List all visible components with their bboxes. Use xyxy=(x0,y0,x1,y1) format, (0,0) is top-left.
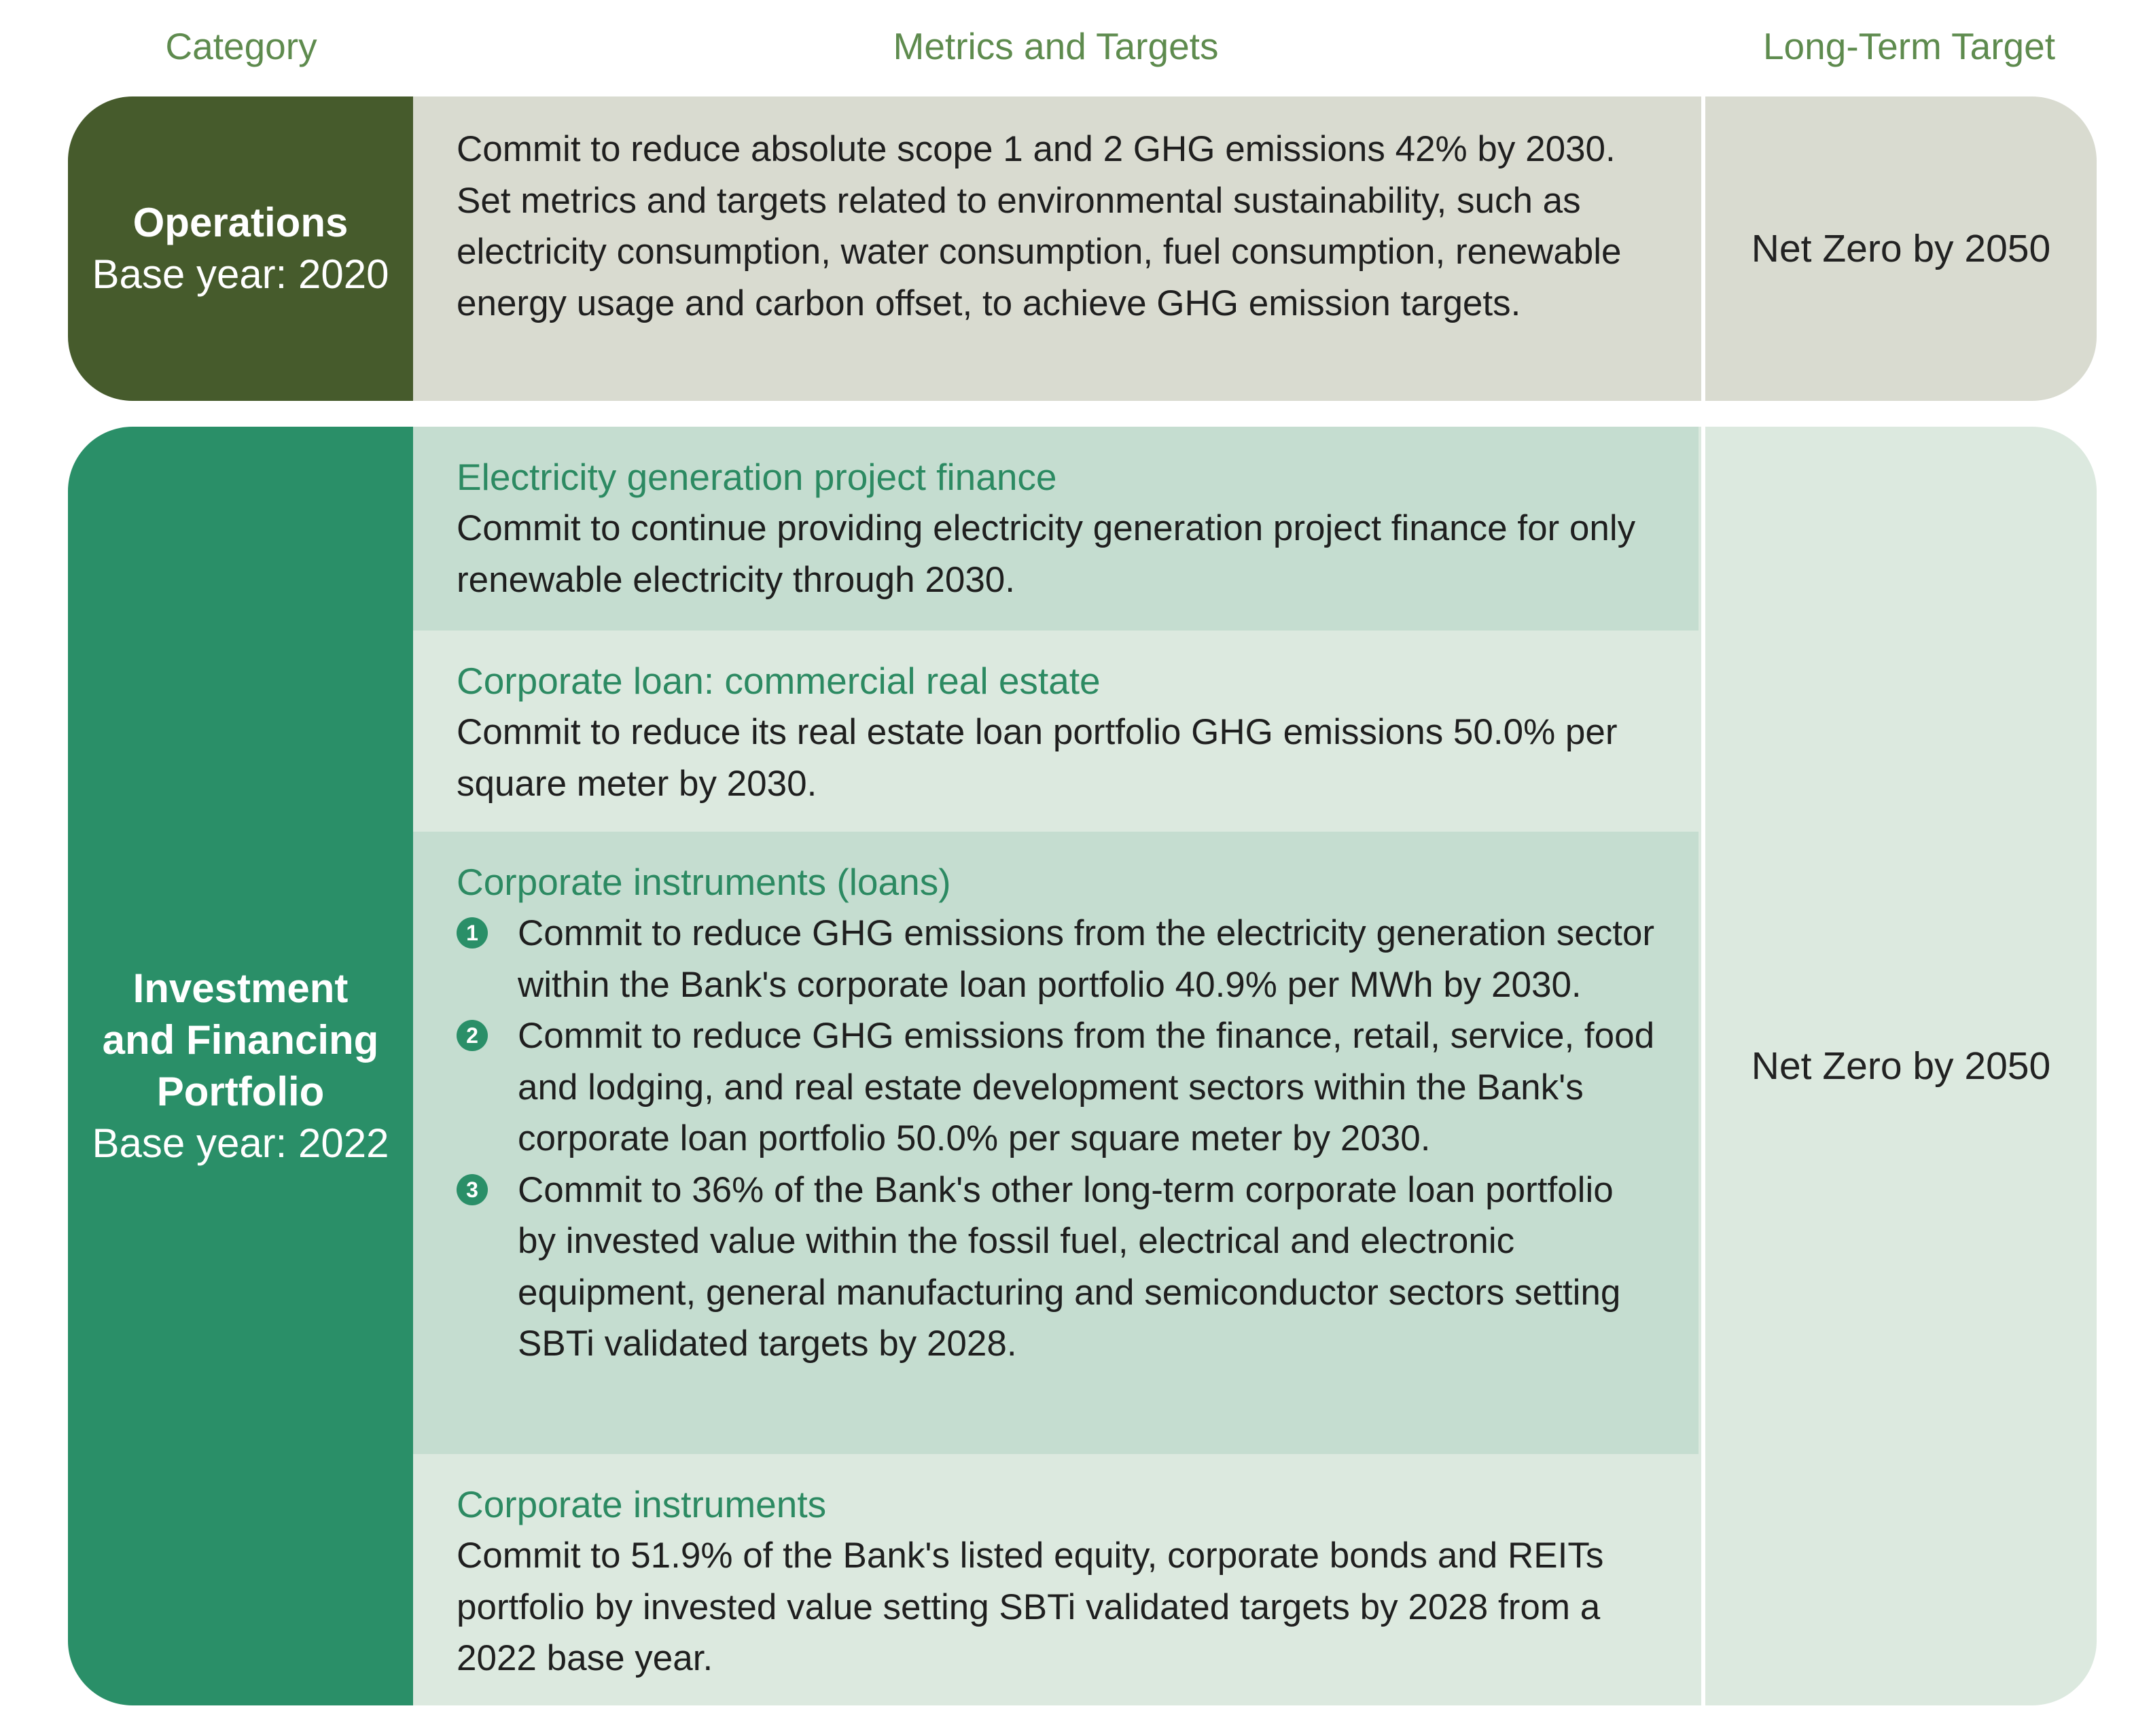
list-item-text: Commit to reduce GHG emissions from the … xyxy=(518,1016,1655,1158)
list-item: 1 Commit to reduce GHG emissions from th… xyxy=(457,908,1656,1010)
investment-name-line3: Portfolio xyxy=(156,1069,325,1114)
number-badge-icon: 2 xyxy=(457,1020,488,1051)
section-text: Commit to reduce its real estate loan po… xyxy=(457,712,1618,804)
loan-targets-list: 1 Commit to reduce GHG emissions from th… xyxy=(457,908,1656,1370)
list-item: 3 Commit to 36% of the Bank's other long… xyxy=(457,1165,1656,1370)
list-item-text: Commit to 36% of the Bank's other long-t… xyxy=(518,1169,1621,1364)
investment-category: Investment and Financing Portfolio Base … xyxy=(68,427,413,1705)
header-long-term: Long-Term Target xyxy=(1762,25,2056,67)
operations-row: Operations Base year: 2020 Commit to red… xyxy=(68,96,2097,401)
operations-text: Commit to reduce absolute scope 1 and 2 … xyxy=(457,129,1622,323)
section-corporate-instruments: Corporate instruments Commit to 51.9% of… xyxy=(413,1454,1699,1705)
investment-name-line2: and Financing xyxy=(102,1017,379,1063)
investment-base-year: Base year: 2022 xyxy=(92,1120,389,1166)
operations-base-year: Base year: 2020 xyxy=(92,251,389,297)
operations-metrics: Commit to reduce absolute scope 1 and 2 … xyxy=(413,96,1699,401)
number-badge-icon: 1 xyxy=(457,917,488,949)
header-category: Category xyxy=(165,25,317,67)
section-title: Corporate loan: commercial real estate xyxy=(457,660,1101,702)
section-text: Commit to continue providing electricity… xyxy=(457,508,1636,600)
investment-name-line1: Investment xyxy=(132,966,349,1011)
section-commercial-real-estate: Corporate loan: commercial real estate C… xyxy=(413,631,1699,832)
section-title: Corporate instruments xyxy=(457,1483,827,1525)
section-title: Corporate instruments (loans) xyxy=(457,861,951,903)
list-item-text: Commit to reduce GHG emissions from the … xyxy=(518,913,1655,1005)
section-project-finance: Electricity generation project finance C… xyxy=(413,427,1699,631)
section-corporate-loans: Corporate instruments (loans) 1 Commit t… xyxy=(413,832,1699,1454)
investment-row: Investment and Financing Portfolio Base … xyxy=(68,427,2097,1705)
operations-category: Operations Base year: 2020 xyxy=(68,96,413,401)
header-metrics: Metrics and Targets xyxy=(893,25,1219,67)
section-title: Electricity generation project finance xyxy=(457,456,1057,498)
investment-metrics: Electricity generation project finance C… xyxy=(413,427,1699,1705)
operations-name: Operations xyxy=(132,200,349,245)
list-item: 2 Commit to reduce GHG emissions from th… xyxy=(457,1010,1656,1165)
section-text: Commit to 51.9% of the Bank's listed equ… xyxy=(457,1536,1604,1678)
operations-long-term: Net Zero by 2050 xyxy=(1701,96,2097,401)
number-badge-icon: 3 xyxy=(457,1173,488,1205)
investment-long-term: Net Zero by 2050 xyxy=(1701,427,2097,1705)
